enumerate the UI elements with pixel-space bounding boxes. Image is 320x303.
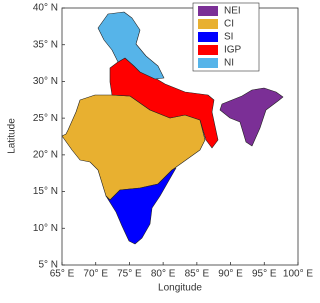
x-tick-label: 80° E [151, 269, 176, 280]
y-tick-label: 40° N [33, 3, 58, 14]
y-tick-label: 15° N [33, 186, 58, 197]
y-tick-label: 20° N [33, 149, 58, 160]
legend-swatch [198, 45, 218, 55]
x-tick-label: 85° E [185, 269, 210, 280]
y-tick-label: 5° N [38, 260, 58, 271]
legend-label: CI [224, 19, 234, 30]
x-axis-label: Longitude [158, 283, 202, 294]
x-tick-label: 95° E [252, 269, 277, 280]
legend-label: NEI [224, 6, 241, 17]
x-tick-label: 70° E [83, 269, 108, 280]
x-tick-label: 90° E [218, 269, 243, 280]
map [61, 11, 284, 245]
region-si [105, 167, 177, 245]
y-axis-label: Latitude [7, 118, 18, 154]
legend-swatch [198, 58, 218, 68]
y-tick-label: 30° N [33, 76, 58, 87]
legend-swatch [198, 19, 218, 29]
legend-label: NI [224, 58, 234, 69]
y-tick-label: 35° N [33, 39, 58, 50]
x-tick-label: 75° E [117, 269, 142, 280]
x-tick-label: 65° E [50, 269, 75, 280]
x-tick-label: 100° E [283, 269, 313, 280]
y-tick-label: 10° N [33, 223, 58, 234]
plot-frame [61, 7, 299, 266]
region-ni [97, 11, 165, 80]
legend-label: IGP [224, 45, 242, 56]
legend-swatch [198, 6, 218, 16]
legend-swatch [198, 32, 218, 42]
legend-label: SI [224, 32, 233, 43]
region-nei [219, 87, 284, 147]
y-tick-label: 25° N [33, 113, 58, 124]
